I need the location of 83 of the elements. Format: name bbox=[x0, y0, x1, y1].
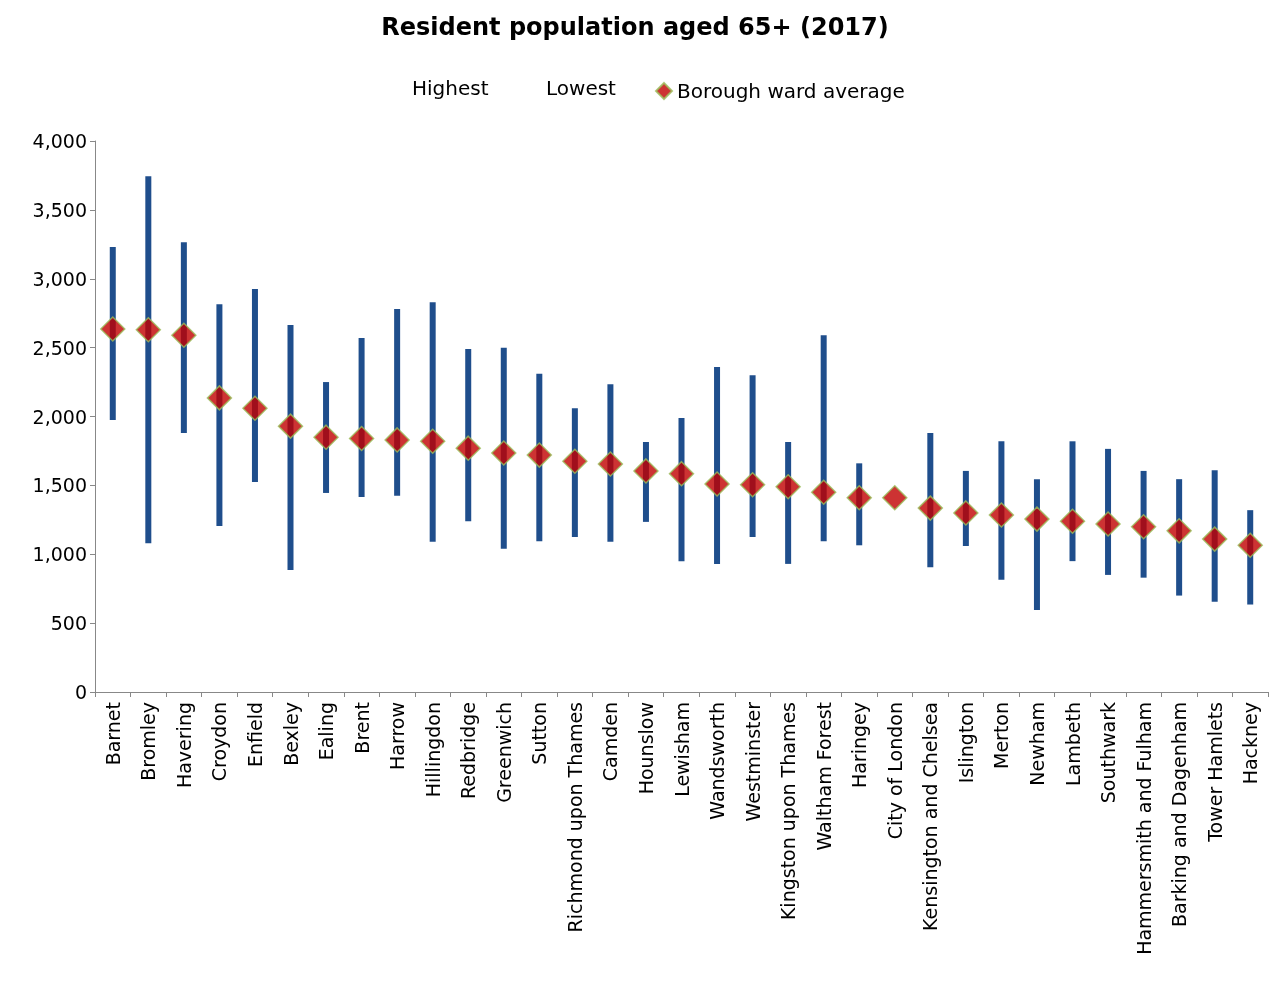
point bbox=[1059, 508, 1086, 534]
x-tick-label: Hounslow bbox=[634, 702, 657, 795]
point bbox=[1201, 526, 1228, 552]
legend-label: Borough ward average bbox=[677, 79, 905, 103]
x-tick-label: Camden bbox=[599, 702, 622, 782]
bar bbox=[216, 304, 223, 527]
y-tick-label: 1,500 bbox=[32, 474, 87, 497]
y-tick-label: 4,000 bbox=[32, 130, 87, 152]
point bbox=[277, 413, 304, 439]
x-tick-label: Brent bbox=[350, 702, 373, 754]
point bbox=[526, 442, 553, 468]
text: Lowest bbox=[546, 76, 617, 100]
y-tick-label: 0 bbox=[74, 681, 87, 703]
y-tick-label: 3,000 bbox=[32, 267, 87, 290]
x-tick-label: Haringey bbox=[848, 702, 871, 789]
point bbox=[1166, 518, 1192, 544]
x-tick-label: Greenwich bbox=[492, 702, 515, 803]
x-tick-label: Southwark bbox=[1097, 702, 1120, 804]
point bbox=[455, 435, 481, 461]
x-tick-label: Richmond upon Thames bbox=[563, 702, 586, 933]
x-tick-label: Bromley bbox=[137, 702, 160, 781]
x-tick-label: Croydon bbox=[208, 702, 231, 782]
point bbox=[1024, 506, 1050, 532]
x-tick-label: City of London bbox=[883, 702, 906, 840]
x-tick-label: Bexley bbox=[279, 702, 302, 766]
point bbox=[206, 385, 233, 411]
point bbox=[597, 451, 624, 477]
point bbox=[419, 428, 446, 455]
point bbox=[491, 440, 517, 466]
x-tick-label: Lewisham bbox=[670, 702, 693, 797]
point bbox=[739, 471, 766, 498]
bar bbox=[287, 324, 294, 571]
point bbox=[846, 485, 872, 511]
x-tick-label: Barking and Dagenham bbox=[1168, 702, 1191, 927]
point bbox=[917, 495, 944, 521]
point bbox=[562, 448, 588, 475]
point bbox=[1237, 532, 1263, 559]
point bbox=[384, 427, 410, 453]
x-tick-label: Islington bbox=[954, 702, 977, 784]
x-tick-label: Sutton bbox=[528, 702, 551, 765]
x-tick-label: Lambeth bbox=[1061, 702, 1084, 786]
x-tick-label: Hillingdon bbox=[421, 702, 444, 798]
x-tick-label: Kensington and Chelsea bbox=[919, 702, 942, 931]
x-tick-label: Harrow bbox=[386, 702, 409, 770]
x-tick-label: Hammersmith and Fulham bbox=[1132, 702, 1155, 955]
x-tick-label: Newham bbox=[1025, 702, 1048, 786]
point bbox=[704, 471, 730, 497]
x-tick-label: Enfield bbox=[243, 702, 266, 768]
point bbox=[953, 500, 979, 526]
x-tick-label: Havering bbox=[172, 702, 195, 789]
y-tick-label: 500 bbox=[50, 612, 87, 635]
point bbox=[775, 474, 801, 500]
x-tick-label: Hackney bbox=[1239, 702, 1262, 785]
point bbox=[1095, 511, 1121, 537]
text: Highest bbox=[412, 76, 489, 100]
point bbox=[810, 479, 837, 506]
x-tick-label: Wandsworth bbox=[706, 702, 729, 820]
x-tick-label: Waltham Forest bbox=[812, 702, 835, 851]
point bbox=[1130, 513, 1157, 540]
point bbox=[882, 485, 908, 511]
chart-title: Resident population aged 65+ (2017) bbox=[381, 13, 889, 41]
x-tick-label: Redbridge bbox=[457, 702, 480, 800]
point bbox=[100, 316, 126, 342]
x-tick-label: Tower Hamlets bbox=[1203, 702, 1226, 843]
y-tick-label: 3,500 bbox=[32, 198, 87, 221]
x-tick-label: Kingston upon Thames bbox=[777, 702, 800, 921]
point bbox=[633, 458, 659, 484]
x-tick-label: Ealing bbox=[315, 702, 338, 761]
point bbox=[668, 460, 695, 487]
y-tick-label: 1,000 bbox=[32, 543, 87, 566]
point bbox=[171, 322, 197, 348]
y-tick-label: 2,500 bbox=[32, 336, 87, 359]
x-tick-label: Merton bbox=[990, 702, 1013, 770]
bar bbox=[429, 302, 436, 542]
point bbox=[988, 502, 1015, 528]
point bbox=[348, 425, 375, 452]
x-tick-label: Westminster bbox=[741, 701, 764, 822]
point bbox=[135, 316, 162, 343]
y-tick-label: 2,000 bbox=[32, 405, 87, 428]
bar bbox=[145, 176, 152, 544]
point bbox=[242, 395, 268, 421]
point bbox=[313, 424, 339, 450]
x-tick-label: Barnet bbox=[101, 702, 124, 766]
